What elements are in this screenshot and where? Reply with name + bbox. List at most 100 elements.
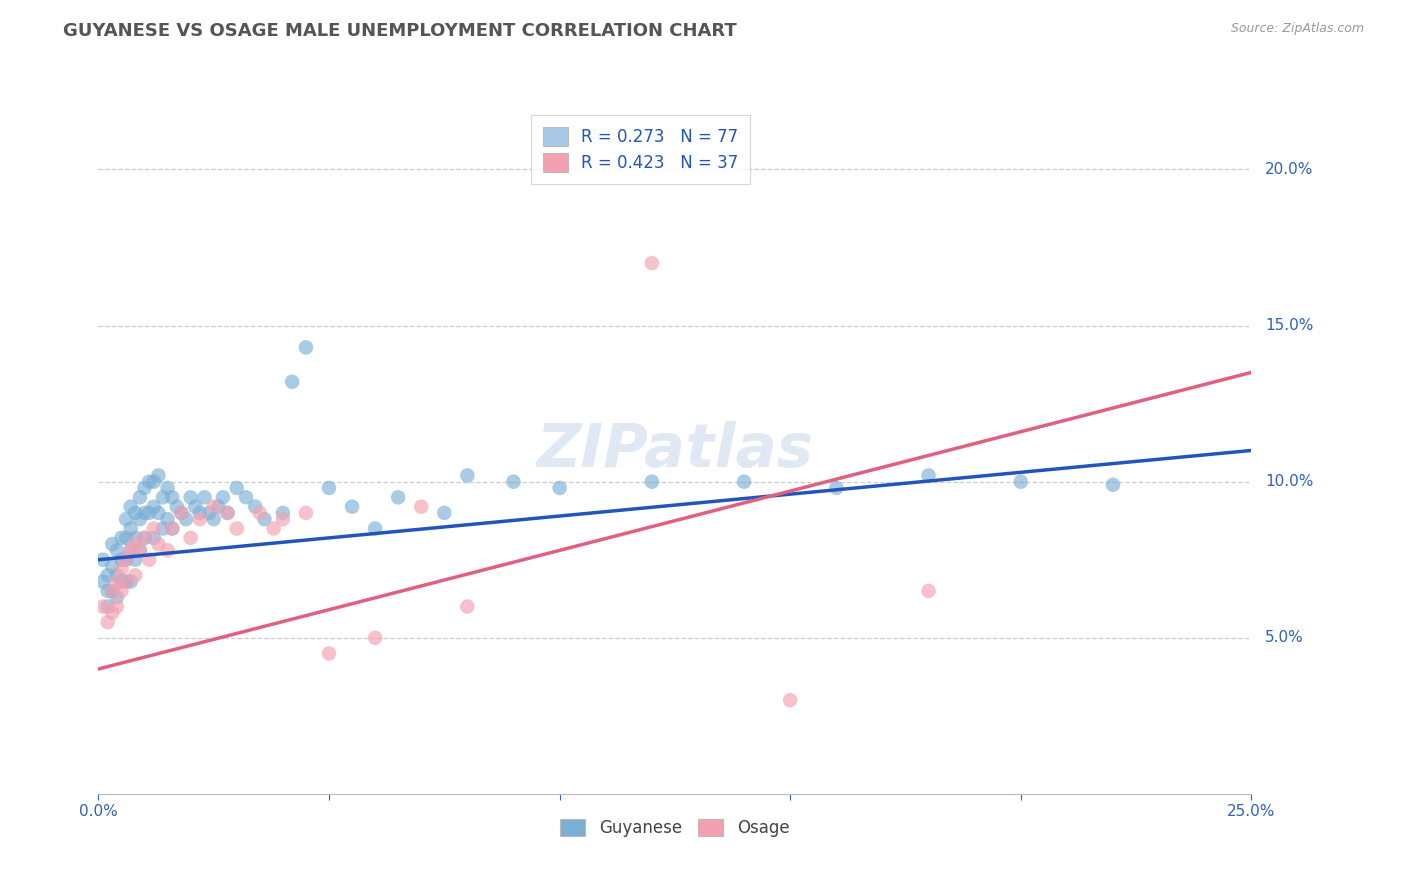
Point xyxy=(340,500,363,514)
Point xyxy=(110,574,132,589)
Point xyxy=(166,500,188,514)
Point xyxy=(1102,478,1125,492)
Point xyxy=(733,475,755,489)
Point xyxy=(170,506,193,520)
Point xyxy=(148,506,170,520)
Point xyxy=(138,475,160,489)
Point xyxy=(142,531,165,545)
Point xyxy=(138,552,160,567)
Point xyxy=(160,521,183,535)
Point xyxy=(271,506,294,520)
Point xyxy=(105,599,128,614)
Point xyxy=(207,500,229,514)
Point xyxy=(97,568,120,582)
Point xyxy=(160,521,183,535)
Text: 20.0%: 20.0% xyxy=(1265,162,1313,177)
Point xyxy=(91,599,114,614)
Point xyxy=(91,552,114,567)
Point xyxy=(97,599,120,614)
Legend: Guyanese, Osage: Guyanese, Osage xyxy=(550,809,800,847)
Point xyxy=(91,574,114,589)
Point xyxy=(97,583,120,598)
Point xyxy=(110,552,132,567)
Text: 5.0%: 5.0% xyxy=(1265,631,1303,645)
Point xyxy=(180,490,202,504)
Point xyxy=(225,481,247,495)
Point xyxy=(456,468,478,483)
Point xyxy=(364,631,387,645)
Point xyxy=(105,574,128,589)
Point xyxy=(105,591,128,605)
Point xyxy=(148,537,170,551)
Point xyxy=(101,606,124,620)
Point xyxy=(101,558,124,574)
Point xyxy=(156,512,179,526)
Point xyxy=(433,506,456,520)
Point xyxy=(271,512,294,526)
Point xyxy=(263,521,285,535)
Point xyxy=(129,512,152,526)
Point xyxy=(641,256,664,270)
Point xyxy=(245,500,267,514)
Point xyxy=(110,562,132,576)
Point xyxy=(202,512,225,526)
Text: 10.0%: 10.0% xyxy=(1265,475,1313,489)
Text: ZIPatlas: ZIPatlas xyxy=(536,421,814,480)
Point xyxy=(115,552,138,567)
Point xyxy=(115,552,138,567)
Point xyxy=(129,543,152,558)
Point xyxy=(115,574,138,589)
Point xyxy=(156,543,179,558)
Point xyxy=(202,500,225,514)
Point xyxy=(170,506,193,520)
Point xyxy=(105,543,128,558)
Point xyxy=(124,568,146,582)
Point xyxy=(115,574,138,589)
Point xyxy=(134,506,156,520)
Point xyxy=(142,500,165,514)
Point xyxy=(129,490,152,504)
Point xyxy=(156,481,179,495)
Point xyxy=(295,340,318,354)
Point xyxy=(115,531,138,545)
Point xyxy=(101,583,124,598)
Point xyxy=(225,521,247,535)
Point xyxy=(456,599,478,614)
Point xyxy=(97,615,120,630)
Point xyxy=(641,475,664,489)
Point xyxy=(152,521,174,535)
Point xyxy=(217,506,239,520)
Point xyxy=(779,693,801,707)
Point xyxy=(110,531,132,545)
Point xyxy=(142,521,165,535)
Point xyxy=(193,490,215,504)
Point xyxy=(198,506,221,520)
Point xyxy=(217,506,239,520)
Point xyxy=(318,646,340,660)
Point xyxy=(124,506,146,520)
Point xyxy=(120,574,142,589)
Point xyxy=(120,543,142,558)
Point xyxy=(115,512,138,526)
Point xyxy=(364,521,387,535)
Point xyxy=(124,552,146,567)
Point xyxy=(101,537,124,551)
Point xyxy=(235,490,257,504)
Point xyxy=(411,500,433,514)
Point xyxy=(174,512,197,526)
Point xyxy=(120,543,142,558)
Point xyxy=(134,531,156,545)
Point xyxy=(142,475,165,489)
Point xyxy=(134,481,156,495)
Point xyxy=(188,512,211,526)
Point xyxy=(180,531,202,545)
Point xyxy=(387,490,409,504)
Text: 15.0%: 15.0% xyxy=(1265,318,1313,333)
Point xyxy=(152,490,174,504)
Point xyxy=(124,537,146,551)
Point xyxy=(1010,475,1032,489)
Point xyxy=(318,481,340,495)
Point xyxy=(101,583,124,598)
Point xyxy=(548,481,571,495)
Point xyxy=(129,543,152,558)
